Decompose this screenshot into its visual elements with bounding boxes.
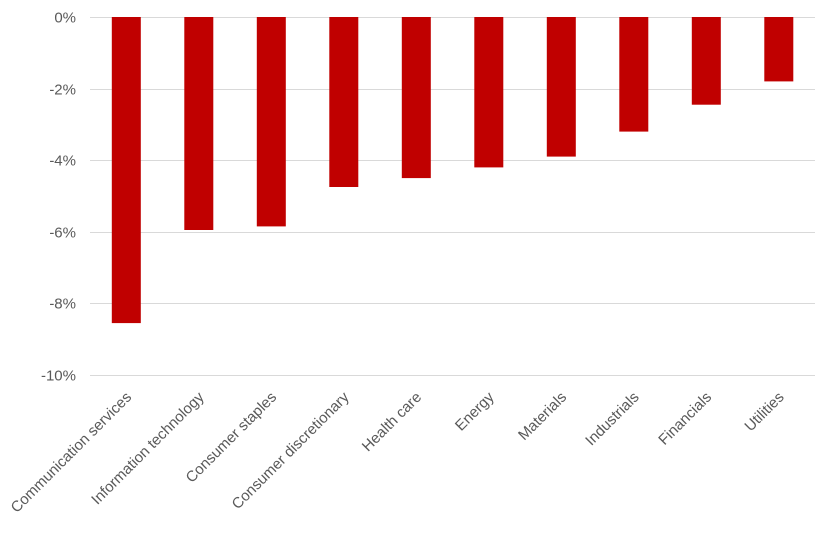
bar [329, 17, 359, 187]
bar [474, 17, 504, 168]
bar [256, 17, 286, 227]
x-category-label: Materials [515, 389, 570, 444]
x-category-label: Communication services [8, 389, 136, 517]
bar [691, 17, 721, 105]
x-category-label: Consumer discretionary [229, 388, 353, 512]
y-tick-label: -2% [49, 82, 76, 99]
y-tick-label: -8% [49, 296, 76, 313]
bar [619, 17, 649, 132]
x-category-label: Energy [452, 388, 498, 434]
x-category-label: Health care [359, 389, 425, 455]
bar [401, 17, 431, 179]
x-category-label: Utilities [741, 389, 787, 435]
bars [111, 17, 794, 324]
bar [111, 17, 141, 324]
y-tick-label: -6% [49, 225, 76, 242]
x-category-label: Financials [655, 389, 715, 449]
x-category-label: Industrials [582, 389, 642, 449]
y-tick-label: 0% [54, 10, 76, 27]
bar [764, 17, 794, 82]
y-tick-label: -4% [49, 153, 76, 170]
y-tick-label: -10% [41, 368, 76, 385]
y-axis-tick-labels: 0% -2% -4% -6% -8% -10% [41, 10, 76, 385]
bar [184, 17, 214, 230]
bar [546, 17, 576, 157]
